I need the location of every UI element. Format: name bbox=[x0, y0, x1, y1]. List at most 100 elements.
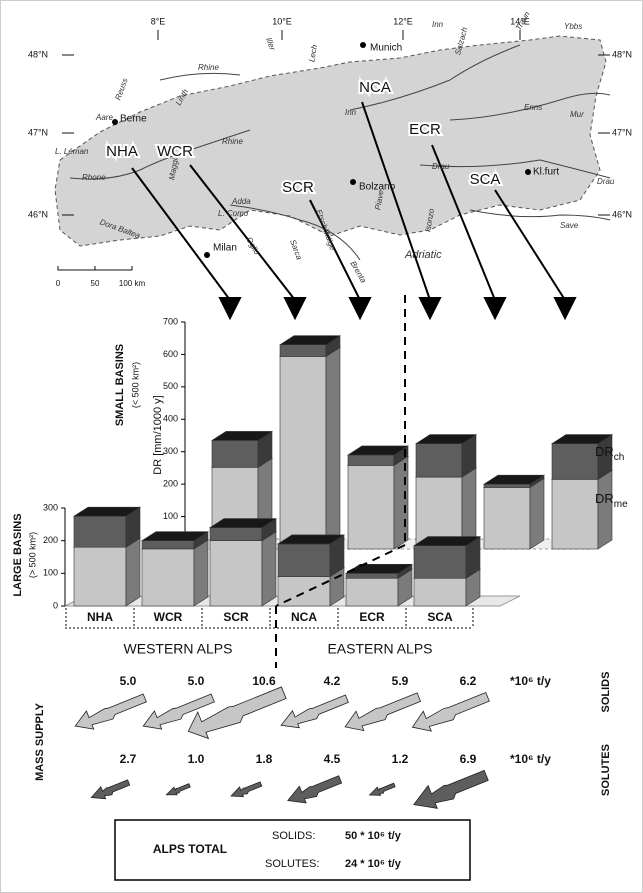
river-label: Ybbs bbox=[564, 22, 582, 31]
y-tick-label: 600 bbox=[163, 349, 178, 359]
river-label: Drau bbox=[432, 162, 450, 171]
bar-side bbox=[597, 469, 613, 550]
legend-label: DRme bbox=[595, 491, 628, 509]
place-label: Milan bbox=[213, 243, 237, 254]
lon-label: 12°E bbox=[393, 16, 413, 26]
supply-arrow bbox=[344, 692, 422, 732]
y-tick-label: 100 bbox=[163, 511, 178, 521]
x-tick-label: ECR bbox=[359, 610, 385, 624]
bar-top bbox=[412, 536, 482, 546]
row-label: SOLUTES bbox=[600, 744, 612, 796]
chart-title: SMALL BASINS bbox=[114, 344, 126, 426]
river-label: Isonzo bbox=[423, 207, 436, 232]
bar-segment bbox=[141, 540, 195, 550]
bar-segment bbox=[483, 483, 531, 488]
divider bbox=[275, 544, 406, 607]
large-basins: 0 100 200 300 bbox=[43, 502, 482, 610]
river-label: Piave bbox=[373, 189, 385, 211]
x-tick-label: SCA bbox=[427, 610, 453, 624]
group-label: EASTERN ALPS bbox=[327, 641, 432, 657]
bar-segment bbox=[279, 344, 327, 357]
value-label: 6.9 bbox=[460, 752, 477, 766]
y-tick-label: 100 bbox=[43, 568, 58, 578]
y-tick-label: 200 bbox=[43, 535, 58, 545]
place-label: Adriatic bbox=[404, 249, 442, 261]
bar-segment bbox=[345, 573, 399, 579]
bar-segment bbox=[279, 356, 327, 550]
supply-arrow bbox=[187, 686, 287, 740]
bar-side bbox=[325, 346, 341, 550]
unit-label: *10⁶ t/y bbox=[510, 752, 551, 766]
place-label: Berne bbox=[120, 114, 147, 125]
total-box bbox=[114, 819, 471, 881]
supply-arrow bbox=[413, 769, 489, 809]
lat-label: 48°N bbox=[28, 49, 48, 59]
river-label: Enns bbox=[524, 103, 542, 112]
river-label: Inn bbox=[432, 20, 444, 29]
lat-label: 46°N bbox=[612, 209, 632, 219]
bar-segment bbox=[551, 443, 599, 480]
supply-arrow bbox=[90, 779, 131, 800]
river-label: Rhine bbox=[222, 137, 243, 146]
bar-side bbox=[193, 539, 209, 607]
chart-subtitle: (< 500 km²) bbox=[130, 362, 140, 408]
total-title: ALPS TOTAL bbox=[153, 842, 227, 856]
lon-label: 10°E bbox=[272, 16, 292, 26]
scale-label: 50 bbox=[91, 279, 100, 288]
bar-segment bbox=[73, 515, 127, 548]
place-label: Bolzano bbox=[359, 182, 396, 193]
scale-label: 100 km bbox=[119, 279, 146, 288]
value-label: 4.2 bbox=[324, 674, 341, 688]
value-label: 5.0 bbox=[188, 674, 205, 688]
value-label: 1.0 bbox=[188, 752, 205, 766]
bar-segment bbox=[415, 443, 463, 478]
value-label: 5.9 bbox=[392, 674, 409, 688]
bar-segment bbox=[141, 548, 195, 607]
supply-arrow bbox=[280, 694, 349, 729]
bar-segment bbox=[209, 540, 263, 607]
bar-top bbox=[208, 518, 278, 528]
value-label: 2.7 bbox=[120, 752, 137, 766]
bar-side bbox=[529, 477, 545, 550]
y-axis-label: DR [mm/1000 y] bbox=[152, 395, 164, 474]
bar-top bbox=[482, 474, 546, 485]
bar-top bbox=[72, 506, 142, 517]
bar-segment bbox=[413, 545, 467, 579]
y-tick-label: 300 bbox=[163, 446, 178, 456]
unit-label: *10⁶ t/y bbox=[510, 674, 551, 688]
river-label: Save bbox=[560, 221, 579, 230]
legend-name: DR bbox=[595, 491, 614, 506]
total-label: SOLUTES: bbox=[265, 858, 319, 870]
supply-arrow bbox=[142, 693, 215, 730]
value-label: 1.8 bbox=[256, 752, 273, 766]
x-tick-label: NCA bbox=[291, 610, 317, 624]
scale-label: 0 bbox=[56, 279, 61, 288]
total-value: 24 * 10⁶ t/y bbox=[345, 858, 402, 870]
small-basins: 0100200300400500600700 bbox=[163, 316, 614, 553]
lat-label: 47°N bbox=[28, 127, 48, 137]
bar-top bbox=[140, 531, 210, 541]
y-tick-label: 200 bbox=[163, 479, 178, 489]
rivers-lines bbox=[69, 44, 611, 261]
alps-area bbox=[54, 35, 607, 247]
lat-label: 46°N bbox=[28, 209, 48, 219]
row-label: SOLIDS bbox=[600, 672, 612, 713]
river-label: Drau bbox=[597, 177, 615, 186]
supply-arrow bbox=[287, 775, 343, 804]
place-label: Kl.furt bbox=[533, 167, 559, 178]
river-label: Lech bbox=[307, 44, 319, 63]
region-label: WCR bbox=[157, 143, 193, 160]
bar-top bbox=[278, 335, 342, 346]
bar-top bbox=[346, 445, 410, 456]
region-label: SCA bbox=[470, 171, 501, 188]
chart-subtitle: (> 500 km²) bbox=[27, 532, 37, 578]
lon-label: 14°E bbox=[510, 16, 530, 26]
bar-segment bbox=[73, 546, 127, 607]
chart-title: LARGE BASINS bbox=[12, 513, 24, 596]
bar-segment bbox=[345, 577, 399, 607]
bar-segment bbox=[347, 454, 395, 466]
total-value: 50 * 10⁶ t/y bbox=[345, 830, 402, 842]
river-label: Rhone bbox=[82, 173, 106, 182]
river-label: L. Léman bbox=[55, 147, 89, 156]
city-dot bbox=[204, 252, 210, 258]
